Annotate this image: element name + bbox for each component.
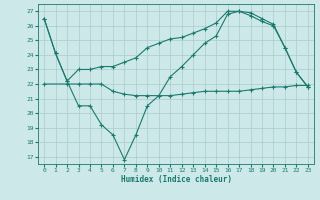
X-axis label: Humidex (Indice chaleur): Humidex (Indice chaleur) [121,175,231,184]
